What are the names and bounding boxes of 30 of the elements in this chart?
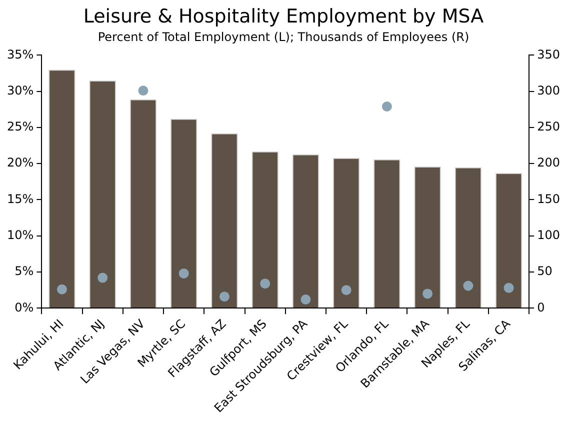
y-tick-label: 25% bbox=[7, 120, 34, 134]
point bbox=[260, 278, 270, 289]
y2-tick-label: 300 bbox=[537, 83, 560, 98]
y2-tick-label: 50 bbox=[537, 264, 552, 278]
chart-subtitle: Percent of Total Employment (L); Thousands of Employees (R) bbox=[98, 30, 470, 44]
point bbox=[504, 282, 514, 293]
point bbox=[138, 86, 148, 96]
point bbox=[56, 284, 67, 294]
y-tick-label: 35% bbox=[7, 47, 34, 62]
y-tick-label: 30% bbox=[7, 83, 34, 98]
y2-tick-label: 150 bbox=[537, 192, 560, 206]
chart-title: Leisure & Hospitality Employment by MSA bbox=[83, 5, 484, 28]
y2-tick-label: 200 bbox=[537, 156, 560, 170]
point bbox=[463, 280, 474, 291]
y2-tick-label: 100 bbox=[537, 228, 560, 242]
point bbox=[382, 102, 392, 112]
y2-tick-label: 350 bbox=[537, 47, 560, 62]
y-tick-label: 5% bbox=[14, 264, 34, 278]
y2-tick-label: 250 bbox=[537, 120, 560, 134]
point bbox=[300, 294, 311, 304]
point bbox=[341, 285, 352, 296]
y-tick-label: 20% bbox=[7, 156, 34, 170]
y-tick-label: 15% bbox=[7, 192, 34, 206]
y-tick-label: 0% bbox=[14, 300, 34, 314]
y2-tick-label: 0 bbox=[537, 300, 545, 314]
y-tick-label: 10% bbox=[7, 228, 34, 242]
point bbox=[219, 292, 230, 302]
point bbox=[178, 268, 189, 278]
point bbox=[98, 272, 108, 283]
point bbox=[422, 288, 433, 299]
